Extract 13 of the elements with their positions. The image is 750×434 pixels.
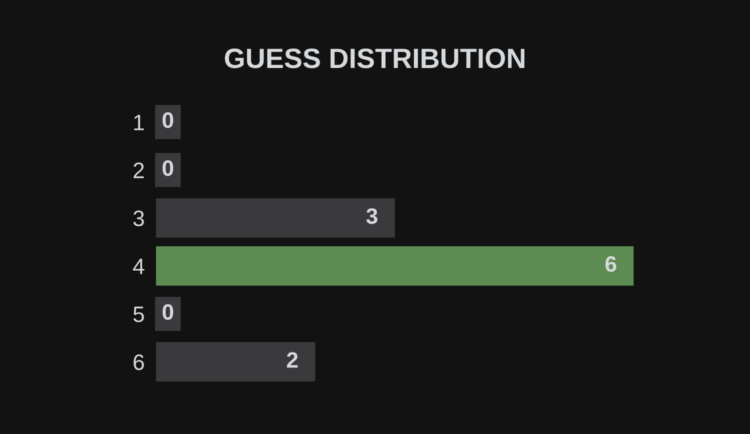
y-tick-label: 2 [134, 162, 144, 178]
data-label: 0 [162, 160, 174, 176]
y-tick-label: 6 [134, 354, 144, 370]
y-tick-label: 1 [134, 114, 144, 130]
data-label: 0 [162, 304, 174, 320]
data-label: 3 [366, 208, 378, 224]
y-tick-label: 5 [133, 306, 144, 322]
data-label: 6 [605, 256, 616, 272]
y-tick-label: 3 [133, 210, 144, 226]
chart-title: GUESS DISTRIBUTION [224, 48, 524, 68]
y-tick-label: 4 [133, 258, 144, 274]
data-label: 0 [162, 112, 174, 128]
data-label: 2 [286, 352, 298, 368]
